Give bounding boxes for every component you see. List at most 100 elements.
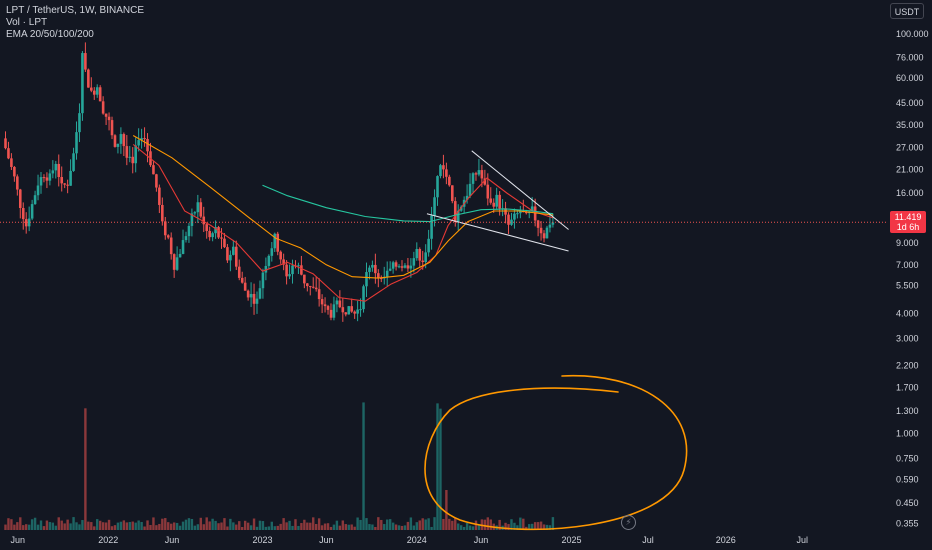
y-axis: 100.000 76.000 60.000 45.000 35.000 27.000 21.… bbox=[896, 29, 929, 529]
candle-body bbox=[448, 176, 451, 186]
candle-body bbox=[119, 134, 123, 144]
y-tick-label: 2.200 bbox=[896, 360, 919, 370]
volume-bar bbox=[317, 518, 321, 530]
candle-body bbox=[516, 213, 519, 215]
volume-bar bbox=[36, 524, 40, 530]
volume-bar bbox=[164, 518, 167, 530]
candle-body bbox=[107, 116, 111, 121]
volume-bar bbox=[119, 521, 123, 530]
candle-body bbox=[202, 216, 206, 225]
volume-bar bbox=[530, 523, 534, 530]
candle-body bbox=[273, 233, 277, 249]
y-tick-label: 100.000 bbox=[896, 29, 929, 39]
candle-body bbox=[397, 266, 401, 268]
candle-body bbox=[347, 306, 351, 315]
volume-bar bbox=[155, 525, 158, 530]
candle-body bbox=[57, 163, 61, 178]
candle-body bbox=[492, 202, 496, 207]
volume-bar bbox=[187, 518, 191, 530]
volume-bar bbox=[415, 522, 418, 530]
volume-bar bbox=[181, 521, 185, 530]
trendline bbox=[471, 150, 569, 230]
volume-bar bbox=[300, 523, 303, 530]
candle-body bbox=[18, 189, 22, 209]
candle-body bbox=[187, 225, 191, 237]
candle-body bbox=[101, 101, 105, 114]
volume-bar bbox=[66, 519, 69, 530]
volume-bar bbox=[457, 523, 460, 530]
candle-body bbox=[359, 309, 362, 311]
candle-body bbox=[21, 208, 25, 220]
volume-bar bbox=[504, 522, 507, 530]
ema-label[interactable]: EMA 20/50/100/200 bbox=[6, 29, 94, 40]
y-tick-label: 60.000 bbox=[896, 73, 924, 83]
candle-body bbox=[539, 227, 543, 234]
candle-body bbox=[335, 300, 339, 305]
x-tick-label: Jul bbox=[642, 535, 654, 545]
volume-bar bbox=[388, 519, 392, 530]
volume-bar bbox=[146, 520, 149, 530]
volume-label[interactable]: Vol · LPT bbox=[6, 17, 48, 28]
candle-body bbox=[480, 170, 484, 179]
y-tick-label: 5.500 bbox=[896, 281, 919, 291]
volume-bar bbox=[406, 521, 410, 530]
candle-body bbox=[323, 304, 327, 307]
volume-bar bbox=[69, 523, 72, 530]
volume-bar bbox=[22, 525, 25, 530]
candle-body bbox=[471, 173, 475, 184]
candle-body bbox=[69, 170, 72, 186]
candle-body bbox=[60, 177, 64, 184]
candle-body bbox=[226, 247, 229, 261]
volume-bar bbox=[60, 520, 63, 530]
lightning-icon[interactable]: ⚡ bbox=[621, 515, 636, 530]
volume-bar bbox=[211, 518, 214, 530]
volume-bar bbox=[232, 522, 235, 530]
volume-bar bbox=[528, 524, 531, 530]
volume-bar bbox=[513, 522, 516, 530]
candle-body bbox=[326, 306, 330, 310]
volume-bar bbox=[226, 526, 229, 530]
volume-bar bbox=[320, 525, 324, 530]
volume-bar bbox=[507, 524, 510, 530]
volume-bar bbox=[380, 519, 383, 530]
candle-body bbox=[252, 293, 256, 304]
candle-body bbox=[329, 309, 333, 318]
volume-bar bbox=[356, 517, 359, 530]
candle-body bbox=[453, 201, 457, 223]
volume-bar bbox=[314, 523, 318, 530]
ema-line-ema-50 bbox=[132, 135, 553, 279]
candle-body bbox=[229, 254, 232, 261]
y-tick-label: 76.000 bbox=[896, 53, 924, 63]
candle-body bbox=[433, 197, 436, 216]
candle-body bbox=[450, 185, 454, 202]
x-tick-label: Jun bbox=[319, 535, 334, 545]
symbol-label[interactable]: LPT / TetherUS, 1W, BINANCE bbox=[6, 5, 145, 16]
volume-bar bbox=[169, 523, 173, 530]
candle-body bbox=[232, 246, 235, 255]
x-tick-label: Jun bbox=[10, 535, 25, 545]
candle-body bbox=[498, 194, 501, 209]
volume-bar bbox=[27, 524, 31, 530]
candle-body bbox=[104, 113, 108, 117]
candle-body bbox=[276, 233, 280, 252]
candle-body bbox=[300, 265, 303, 275]
volume-bar bbox=[430, 526, 433, 530]
volume-bar bbox=[134, 522, 137, 530]
currency-button[interactable]: USDT bbox=[890, 3, 924, 19]
volume-bar bbox=[264, 526, 268, 530]
candle-body bbox=[391, 262, 395, 269]
volume-bar bbox=[90, 522, 93, 530]
candle-body bbox=[483, 178, 487, 185]
candle-body bbox=[128, 156, 132, 158]
candle-body bbox=[465, 195, 469, 200]
volume-bar bbox=[205, 517, 208, 530]
candle-body bbox=[110, 120, 114, 136]
candle-body bbox=[362, 286, 365, 310]
volume-bar bbox=[238, 521, 241, 530]
candle-body bbox=[409, 265, 413, 269]
candle-body bbox=[163, 221, 167, 236]
candle-body bbox=[63, 183, 66, 185]
